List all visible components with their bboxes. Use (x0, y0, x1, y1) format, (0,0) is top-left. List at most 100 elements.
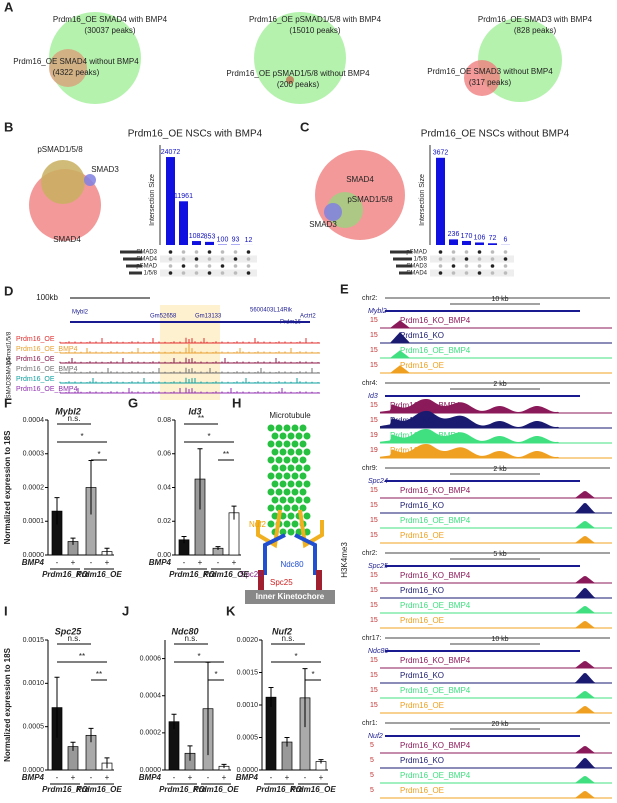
bar (436, 157, 445, 245)
y-tick-label: 0.0015 (23, 637, 45, 644)
signal (380, 428, 612, 443)
dot (181, 257, 186, 261)
label: Mybl2 (72, 310, 89, 316)
error-bar (284, 737, 290, 747)
label: Spc25 (55, 626, 83, 636)
group-label: Prdm16_OE (76, 570, 122, 579)
dot (220, 271, 225, 275)
tubulin (267, 488, 275, 496)
dot (503, 250, 508, 254)
error-bar (187, 745, 193, 761)
signal (380, 758, 612, 768)
tubulin (287, 512, 295, 520)
dot (220, 250, 225, 254)
label: chr4: (362, 380, 378, 387)
range-label: 15 (370, 532, 378, 539)
range-label: 15 (370, 517, 378, 524)
label: 5 kb (493, 551, 506, 558)
track-name: Prdm16_KO_BMP4 (400, 741, 471, 750)
x-sign: + (188, 773, 193, 782)
set-bar (399, 271, 412, 275)
y-tick-label: 0.0001 (23, 518, 45, 525)
range-label: 5 (370, 772, 374, 779)
set-bar (126, 264, 142, 268)
label: Id3 (188, 406, 201, 416)
dot (464, 271, 469, 275)
label: (828 peaks) (514, 26, 557, 35)
x-sign: + (71, 773, 76, 782)
tubulin (271, 448, 279, 456)
tubulin (287, 528, 295, 536)
tubulin (275, 456, 283, 464)
range-label: 15 (370, 702, 378, 709)
x-sign: + (105, 558, 110, 567)
tubulin (271, 480, 279, 488)
tubulin (267, 504, 275, 512)
tubulin (287, 448, 295, 456)
row-band (430, 269, 514, 277)
value-label: 24072 (161, 149, 181, 156)
track-name: Prdm16_OE (400, 786, 444, 795)
signal (380, 320, 612, 328)
track-name: Prdm16_KO (400, 331, 444, 340)
error-bar (302, 668, 308, 728)
label: Spc24 (368, 478, 388, 485)
error-bar (104, 547, 110, 555)
dot (451, 257, 456, 261)
label: Prdm16 (280, 320, 302, 326)
tubulin (295, 528, 303, 536)
tubulin (271, 496, 279, 504)
y-tick-label: 0.0000 (23, 552, 45, 559)
y-tick-label: 0.0020 (237, 637, 259, 644)
bar (179, 201, 188, 245)
tubulin (275, 504, 283, 512)
dot (477, 264, 482, 268)
value-label: 853 (204, 234, 216, 241)
sig-label: ** (96, 670, 102, 679)
error-bar (231, 505, 237, 520)
panel-letter: G (128, 395, 138, 410)
x-sign: - (207, 773, 210, 782)
error-bar (54, 676, 60, 738)
panel-letter: F (4, 395, 12, 410)
track-name: Prdm16_OE_BMP4 (16, 386, 78, 393)
dot (438, 264, 443, 268)
dot (503, 257, 508, 261)
y-tick-label: 0.0010 (23, 680, 45, 687)
value-label: 11961 (174, 193, 193, 200)
signal (380, 661, 612, 668)
label: Ndc80 (171, 626, 198, 636)
track-name: Prdm16_OE (16, 356, 55, 363)
label: chr2: (362, 550, 378, 557)
label: Inner Kinetochore (256, 592, 325, 601)
x-sign: + (71, 558, 76, 567)
label: 2 kb (493, 466, 506, 473)
range-label: 15 (370, 417, 378, 424)
error-bar (104, 757, 110, 769)
track-name: Prdm16_KO (400, 671, 444, 680)
sig-label: ** (223, 450, 229, 459)
error-bar (171, 713, 177, 730)
x-sign: - (90, 773, 93, 782)
dot (181, 250, 186, 254)
range-label: 15 (370, 657, 378, 664)
signal (59, 344, 319, 353)
signal (380, 536, 612, 543)
label: 2 kb (493, 381, 506, 388)
tubulin (275, 424, 283, 432)
x-sign: - (217, 558, 220, 567)
sig-label: n.s. (68, 414, 81, 423)
set-bar (129, 271, 142, 275)
value-label: 72 (489, 235, 497, 242)
range-label: 15 (370, 672, 378, 679)
track-name: Prdm16_KO_BMP4 (400, 316, 471, 325)
tubulin (291, 456, 299, 464)
signal (380, 606, 612, 613)
track-name: Prdm16_OE_BMP4 (16, 366, 78, 373)
error-bar (221, 763, 227, 769)
signal (380, 332, 612, 343)
sig-label: * (311, 670, 314, 679)
track-name: Prdm16_KO_BMP4 (390, 401, 461, 410)
label: Prdm16_OE SMAD4 with BMP4 (53, 15, 168, 24)
